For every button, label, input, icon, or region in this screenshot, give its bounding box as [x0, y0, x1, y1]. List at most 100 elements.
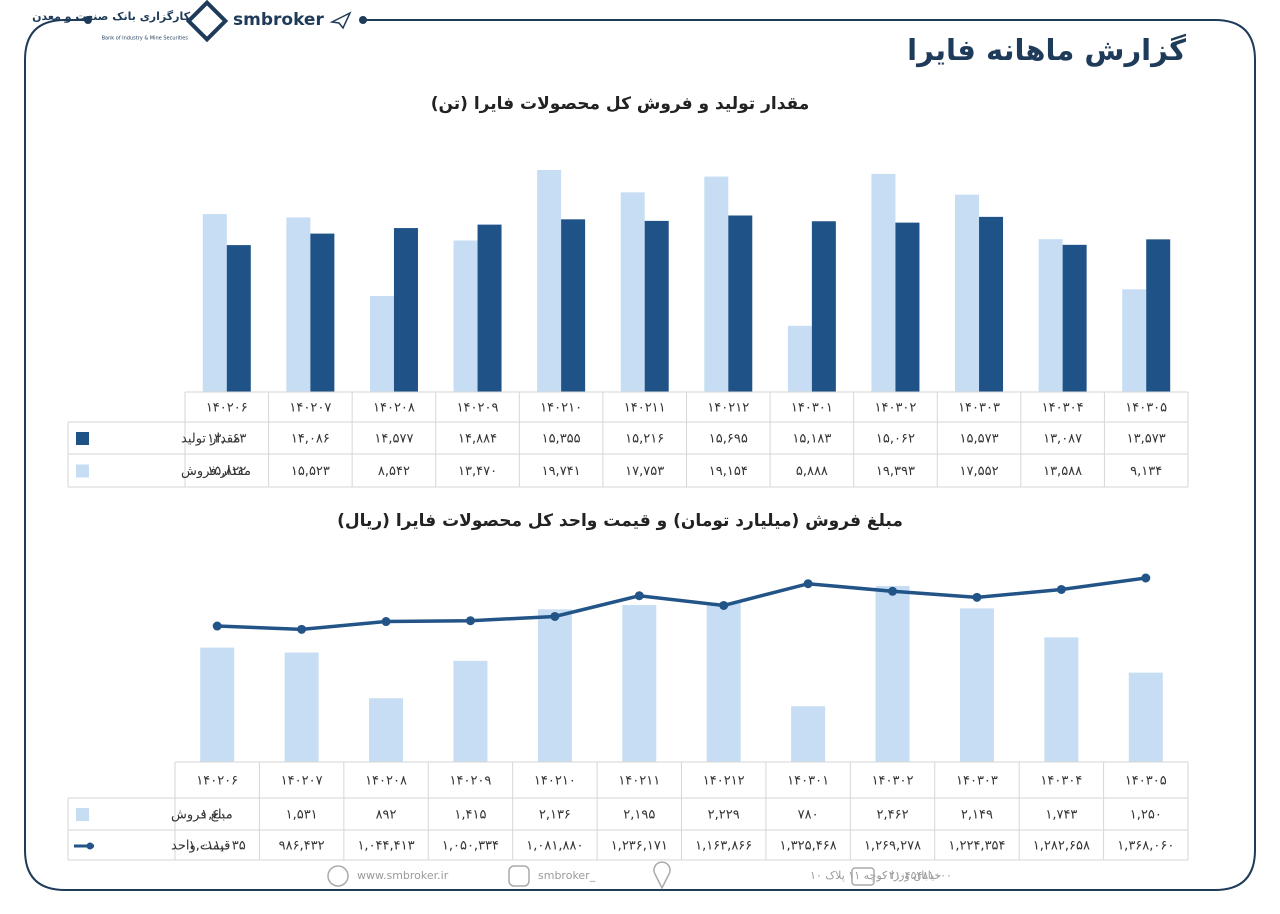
value-label: ۱,۰۵۰,۳۳۴: [442, 839, 499, 854]
line-point: [1056, 584, 1066, 594]
bar: [561, 219, 586, 392]
instagram: smbroker_: [538, 869, 596, 882]
line-point: [465, 616, 475, 626]
category-label: ۱۴۰۲۰۷: [289, 401, 331, 416]
value-label: ۱,۳۶۸,۰۶۰: [1117, 839, 1174, 854]
phone: ۰۲۱-۴۵۴۸۱۰۰۰: [883, 869, 952, 882]
plane-icon: [329, 11, 352, 30]
line-point: [297, 624, 307, 634]
bar: [202, 214, 227, 392]
category-label: ۱۴۰۳۰۳: [958, 401, 1000, 416]
bar: [791, 706, 826, 762]
line: [217, 576, 1147, 632]
category-label: ۱۴۰۲۰۶: [206, 401, 248, 416]
value-label: ۱,۰۸۱,۸۸۰: [526, 839, 583, 854]
value-label: ۱۴,۸۸۴: [458, 432, 497, 447]
category-label: ۱۴۰۲۰۹: [457, 401, 499, 416]
value-label: ۱۵,۳۵۵: [542, 432, 581, 447]
broker-name-en: Bank of Industry & Mine Securities: [102, 36, 189, 42]
line-point: [1141, 573, 1151, 583]
value-label: ۱,۲۶۹,۲۷۸: [864, 839, 921, 854]
bar: [871, 173, 896, 392]
value-label: ۱۷,۷۵۳: [625, 464, 664, 479]
line-point: [719, 600, 729, 610]
value-label: ۷۸۰: [798, 808, 819, 823]
bar: [1122, 289, 1147, 392]
bar: [875, 586, 910, 762]
value-label: ۱۵,۰۶۲: [876, 432, 915, 447]
category-label: ۱۴۰۲۱۱: [618, 774, 660, 789]
value-label: ۱۷,۵۵۲: [960, 464, 999, 479]
line-point: [972, 592, 982, 602]
value-label: ۱,۳۲۵,۴۶۸: [780, 839, 837, 854]
legend-label: مبلغ فروش: [171, 808, 233, 823]
bar: [622, 605, 657, 762]
brand: smbroker: [233, 10, 324, 30]
value-label: ۱,۴۱۵: [454, 808, 486, 823]
bar: [1044, 637, 1079, 762]
value-label: ۱۳,۵۷۳: [1127, 432, 1166, 447]
category-label: ۱۴۰۲۱۰: [540, 401, 582, 416]
bar: [453, 240, 478, 392]
value-label: ۱۵,۸۲۲: [207, 464, 246, 479]
value-label: ۱,۰۴۴,۴۱۳: [357, 839, 414, 854]
bar: [811, 221, 836, 392]
line-point: [550, 611, 560, 621]
value-label: ۵,۸۸۸: [796, 464, 828, 479]
legend-label: مقدار تولید: [181, 432, 240, 447]
value-label: ۱۹,۳۹۳: [876, 464, 915, 479]
category-label: ۱۴۰۲۰۹: [450, 774, 492, 789]
instagram-icon: [508, 865, 530, 887]
value-label: ۱۵,۵۲۳: [291, 464, 330, 479]
category-label: ۱۴۰۲۰۶: [196, 774, 238, 789]
phone-icon: [851, 867, 875, 886]
broker-name: کارگزاری بانک صنعت و معدن: [32, 10, 190, 23]
value-label: ۱۵,۶۹۵: [709, 432, 748, 447]
page-title: گزارش ماهانه فایرا: [907, 33, 1186, 67]
bar: [1128, 672, 1163, 762]
bar: [393, 228, 418, 392]
value-label: ۱,۱۶۳,۸۶۶: [695, 839, 752, 854]
line-point: [381, 617, 391, 627]
value-label: ۸۹۲: [376, 808, 397, 823]
value-label: ۱,۲۸۲,۶۵۸: [1033, 839, 1090, 854]
bar: [537, 170, 562, 392]
bar: [955, 194, 980, 392]
value-label: ۱۹,۱۵۴: [709, 464, 748, 479]
pin-icon: [653, 861, 671, 890]
value-label: ۲,۱۳۶: [539, 808, 571, 823]
bar: [620, 192, 645, 392]
value-label: ۱,۲۵۰: [1130, 808, 1162, 823]
value-label: ۹۸۶,۴۳۲: [279, 839, 325, 854]
category-label: ۱۴۰۲۰۷: [281, 774, 323, 789]
bar: [284, 652, 319, 762]
chart-title: مبلغ فروش (میلیارد تومان) و قیمت واحد کل…: [337, 511, 903, 531]
line-point: [212, 621, 222, 631]
bar: [369, 698, 404, 762]
line-point: [634, 591, 644, 601]
value-label: ۱,۰۱۱,۰۳۵: [189, 839, 246, 854]
bar: [704, 176, 729, 392]
value-label: ۱۳,۰۸۷: [1043, 432, 1082, 447]
value-label: ۱,۲۳۶,۱۷۱: [611, 839, 668, 854]
value-label: ۲,۱۴۹: [961, 808, 993, 823]
category-label: ۱۴۰۲۱۲: [707, 401, 749, 416]
legend-swatch: [76, 808, 89, 821]
value-label: ۱۳,۵۸۸: [1043, 464, 1082, 479]
value-label: ۲,۲۲۹: [708, 808, 740, 823]
category-label: ۱۴۰۳۰۴: [1040, 774, 1082, 789]
legend-label: مقدار فروش: [181, 464, 251, 479]
category-label: ۱۴۰۳۰۵: [1125, 401, 1167, 416]
legend-swatch: [76, 464, 89, 478]
bar: [310, 233, 335, 392]
category-label: ۱۴۰۳۰۴: [1042, 401, 1084, 416]
category-label: ۱۴۰۳۰۲: [875, 401, 917, 416]
frame-dot: [359, 16, 367, 24]
frame-dot: [84, 16, 92, 24]
legend-label: قیمت واحد: [171, 839, 230, 854]
category-label: ۱۴۰۲۱۲: [703, 774, 745, 789]
chart-title: مقدار تولید و فروش کل محصولات فایرا (تن): [431, 94, 810, 114]
value-label: ۲,۴۶۲: [877, 808, 909, 823]
logo-mark: [185, 0, 229, 43]
logo: کارگزاری بانک صنعت و معدن Bank of Indust…: [32, 0, 352, 43]
